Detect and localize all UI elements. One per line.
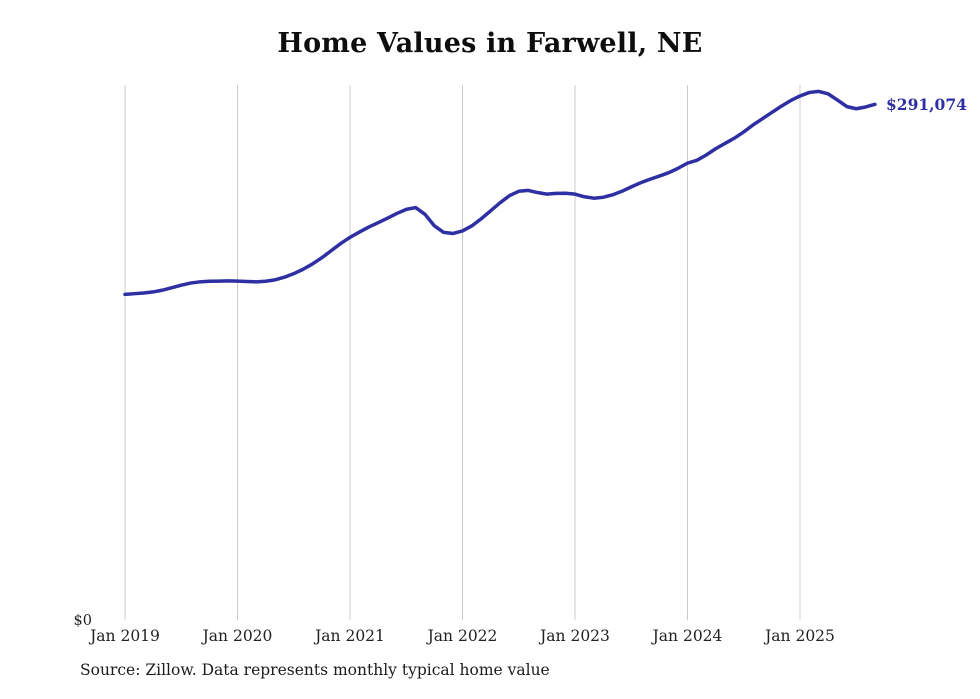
x-axis-tick-label: Jan 2024	[651, 627, 723, 645]
y-axis-zero-label: $0	[74, 613, 92, 629]
end-value-label: $291,074	[886, 95, 967, 114]
x-axis-tick-label: Jan 2021	[313, 627, 385, 645]
x-axis-tick-label: Jan 2020	[201, 627, 273, 645]
x-axis-tick-label: Jan 2025	[763, 627, 835, 645]
x-axis-tick-label: Jan 2023	[538, 627, 610, 645]
x-axis-tick-label: Jan 2019	[88, 627, 160, 645]
source-note: Source: Zillow. Data represents monthly …	[80, 661, 550, 679]
x-axis-tick-label: Jan 2022	[426, 627, 498, 645]
chart-title: Home Values in Farwell, NE	[277, 28, 703, 59]
home-value-series-line	[123, 89, 877, 297]
gridlines	[124, 85, 801, 620]
